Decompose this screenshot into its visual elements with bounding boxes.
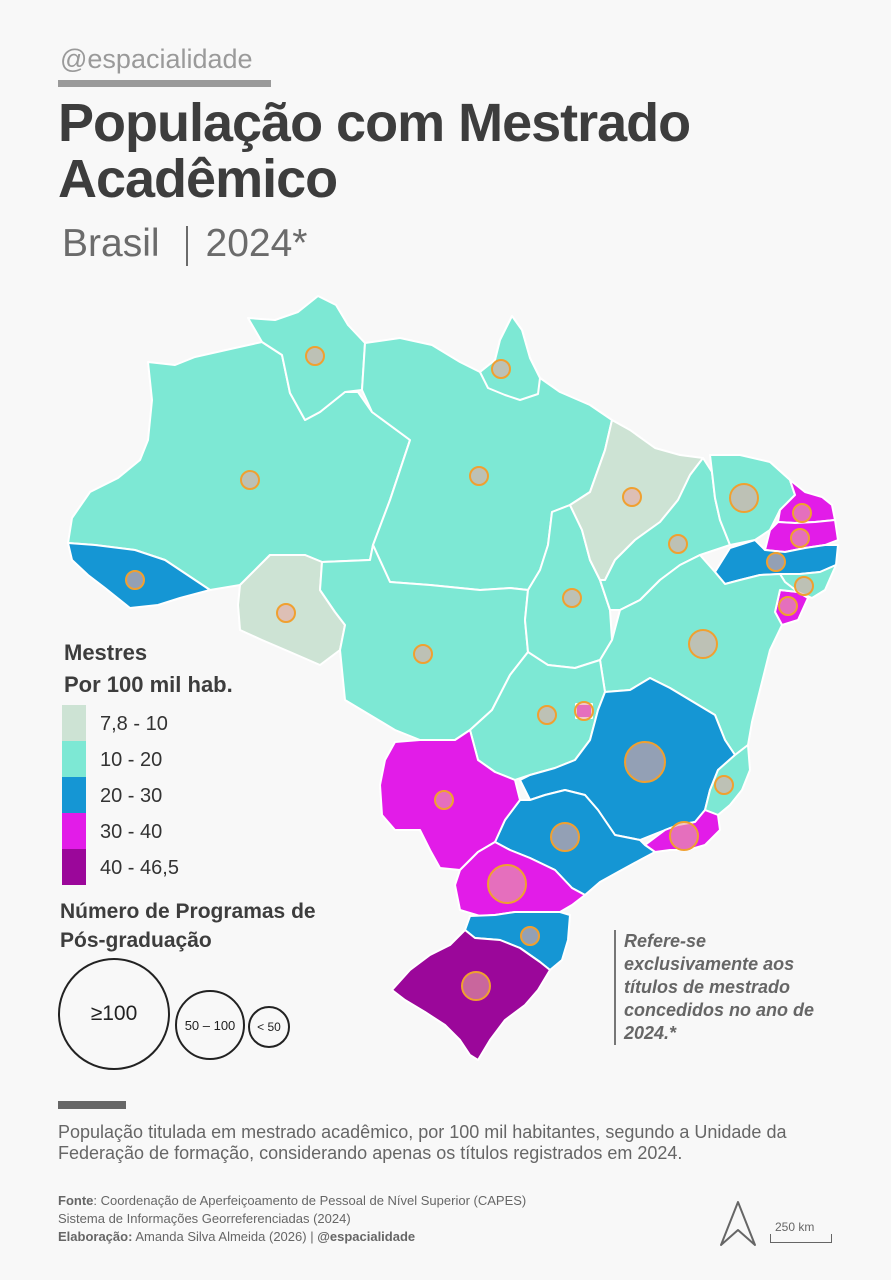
map-description: População titulada em mestrado acadêmico… [58,1122,787,1163]
credits-handle: @espacialidade [317,1229,416,1244]
legend-label: 30 - 40 [100,821,163,843]
bubble-MT [413,644,433,664]
legend-class-4: 30 - 40 [62,813,262,849]
bubble-PA [469,466,489,486]
source-text: : Coordenação de Aperfeiçoamento de Pess… [93,1193,527,1208]
bubble-DF [574,701,594,721]
bubble-AC [125,570,145,590]
size-legend-medium: 50 – 100 [175,990,245,1060]
credits-line: Elaboração: Amanda Silva Almeida (2026) … [58,1228,526,1246]
legend-swatch [62,705,86,741]
bubble-PE [766,552,786,572]
bubble-RJ [669,821,699,851]
color-legend-title-line2: Por 100 mil hab. [64,672,233,697]
bubble-RS [461,971,491,1001]
source-line: Fonte: Coordenação de Aperfeiçoamento de… [58,1192,526,1210]
bubble-AM [240,470,260,490]
legend-swatch [62,741,86,777]
size-legend-title-line1: Número de Programas de [60,900,316,923]
bubble-SP [550,822,580,852]
size-legend-small: < 50 [248,1006,290,1048]
description-bar [58,1101,126,1109]
bubble-RO [276,603,296,623]
color-legend-title: Mestres Por 100 mil hab. [64,637,233,701]
source-label: Fonte [58,1193,94,1208]
legend-label: 40 - 46,5 [100,857,179,879]
size-legend-small-label: < 50 [257,1020,281,1034]
bubble-AL [794,576,814,596]
legend-swatch [62,849,86,885]
legend-class-5: 40 - 46,5 [62,849,262,885]
source-block: Fonte: Coordenação de Aperfeiçoamento de… [58,1192,526,1246]
author-handle: @espacialidade [60,44,253,74]
bubble-MS [434,790,454,810]
bubble-GO [537,705,557,725]
size-legend-large-label: ≥100 [90,1002,138,1025]
source-line-2: Sistema de Informações Georreferenciadas… [58,1211,351,1226]
legend-label: 10 - 20 [100,749,163,771]
bubble-CE [729,483,759,513]
bubble-PI [668,534,688,554]
size-legend-title: Número de Programas de Pós-graduação [60,897,316,955]
handle-underline [58,80,271,87]
legend-class-3: 20 - 30 [62,777,262,813]
legend-swatch [62,813,86,849]
footnote: Refere-se exclusivamente aos títulos de … [614,930,834,1045]
credits-text: Amanda Silva Almeida (2026) | [132,1229,318,1244]
bubble-PR [487,864,527,904]
subtitle-divider [185,225,188,266]
subtitle-region: Brasil [62,222,160,265]
scale-label: 250 km [775,1220,815,1234]
bubble-TO [562,588,582,608]
subtitle: Brasil 2024* [62,222,307,266]
bubble-RN [792,503,812,523]
legend-swatch [62,777,86,813]
legend-label: 20 - 30 [100,785,163,807]
size-legend-large: ≥100 [58,958,170,1070]
bubble-MA [622,487,642,507]
page-title: População com Mestrado Acadêmico [58,93,691,209]
legend-label: 7,8 - 10 [100,713,168,735]
north-arrow-icon [720,1201,756,1246]
size-legend-medium-label: 50 – 100 [184,1017,236,1033]
bubble-RR [305,346,325,366]
legend-class-1: 7,8 - 10 [62,705,262,741]
legend-class-2: 10 - 20 [62,741,262,777]
size-legend-title-line2: Pós-graduação [60,929,212,952]
bubble-BA [688,629,718,659]
bubble-SC [520,926,540,946]
brazil-map [67,295,839,1061]
color-legend-title-line1: Mestres [64,640,148,665]
bubble-PB [790,528,810,548]
subtitle-year: 2024* [205,222,308,265]
credits-label: Elaboração: [58,1229,133,1244]
bubble-SE [778,596,798,616]
program-bubbles [125,346,814,1001]
bubble-ES [714,775,734,795]
scale-bar [770,1234,832,1243]
bubble-MG [624,741,666,783]
bubble-AP [491,359,511,379]
state-AP [479,315,541,401]
